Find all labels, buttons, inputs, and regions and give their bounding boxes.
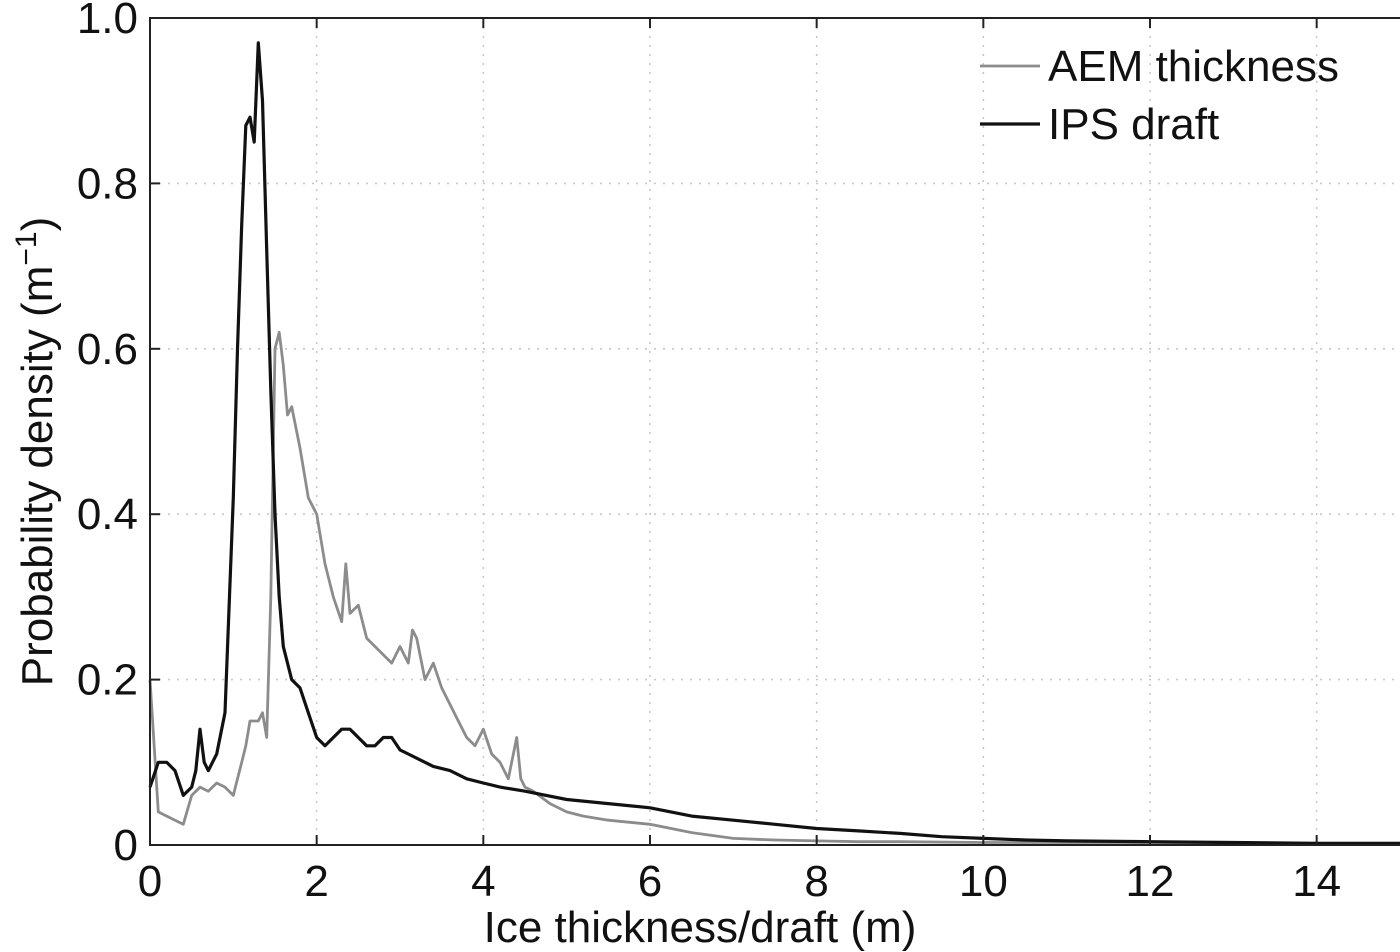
y-tick-label: 1.0: [77, 0, 138, 43]
y-tick-label: 0: [114, 821, 138, 870]
ticks: 0 2 4 6 8 10 12 14 0 0.2 0.4 0.6 0.8 1.0: [77, 0, 1341, 906]
y-tick-label: 0.2: [77, 656, 138, 705]
x-tick-label: 10: [959, 857, 1008, 906]
legend-entry: AEM thickness: [1048, 42, 1339, 91]
y-tick-label: 0.6: [77, 325, 138, 374]
series-line-ips-draft: [148, 41, 1400, 845]
axes-box: [149, 17, 1400, 846]
legend-entry: IPS draft: [1048, 100, 1219, 149]
y-axis-label: Probability density (m−1): [10, 217, 62, 686]
y-axis-label-main: Probability density (m: [13, 266, 62, 687]
x-tick-label: 0: [138, 857, 162, 906]
series-line-aem-thickness: [148, 330, 1400, 845]
x-tick-label: 12: [1126, 857, 1175, 906]
y-axis-label-sup: −1: [10, 231, 43, 265]
legend: AEM thickness IPS draft: [980, 42, 1339, 149]
x-tick-label: 6: [638, 857, 662, 906]
y-tick-label: 0.8: [77, 159, 138, 208]
x-tick-label: 8: [804, 857, 828, 906]
x-axis-label: Ice thickness/draft (m): [484, 903, 917, 952]
series-group: [148, 41, 1400, 845]
x-tick-label: 4: [471, 857, 495, 906]
y-tick-label: 0.4: [77, 490, 138, 539]
x-tick-label: 2: [304, 857, 328, 906]
axes: [149, 17, 1400, 846]
x-tick-label: 14: [1292, 857, 1341, 906]
grid: [150, 18, 1400, 845]
y-axis-label-end: ): [13, 217, 62, 232]
